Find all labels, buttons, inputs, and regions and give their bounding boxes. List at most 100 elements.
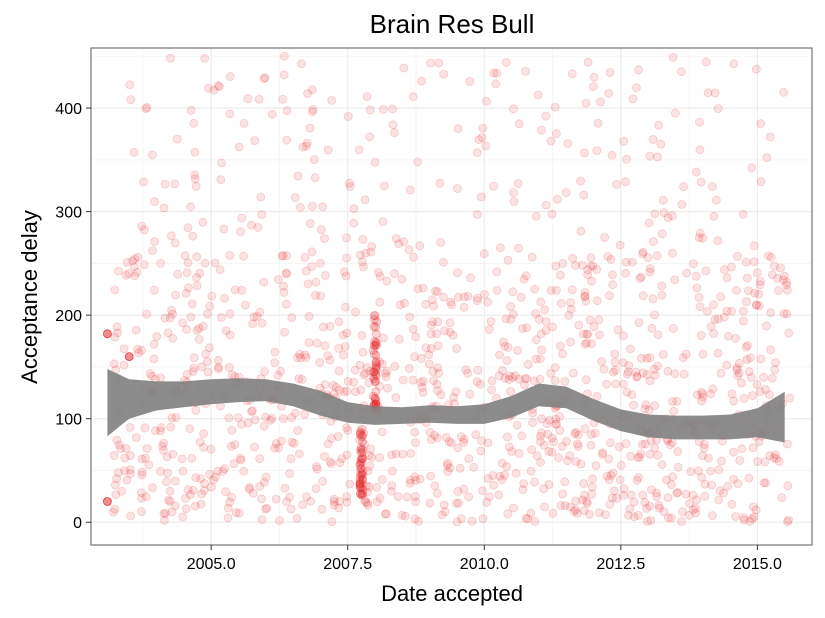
data-point [188,367,198,377]
data-point [335,458,345,468]
data-point [748,443,758,453]
data-point [371,358,381,368]
data-point [519,274,529,284]
data-point [602,471,612,481]
data-point [227,425,237,435]
data-point [668,323,678,333]
data-point [225,72,235,81]
data-point [722,273,732,283]
data-point [619,490,628,500]
data-point [312,338,322,348]
data-point [439,292,448,302]
data-point [536,436,545,446]
data-point [551,261,561,271]
data-point [509,309,518,319]
data-point [345,182,355,191]
data-point [362,481,371,491]
data-point [170,179,180,189]
data-point [686,467,696,477]
data-point [642,503,651,513]
data-point [355,360,365,370]
data-point [657,281,667,291]
data-point [237,419,247,429]
data-point [772,454,781,464]
data-point [614,442,624,452]
data-point [213,364,223,374]
data-point [191,181,201,191]
data-point [317,504,327,514]
data-point [139,177,148,187]
data-point [715,486,725,496]
data-point [280,483,290,493]
data-point [297,59,307,69]
data-point [637,272,646,282]
data-point [343,112,353,121]
data-point [558,259,568,268]
data-point [370,337,379,346]
data-point [531,354,541,364]
data-point [356,489,365,499]
data-point [267,109,277,119]
data-point [390,269,400,279]
data-point [451,498,461,508]
data-point [381,509,391,519]
data-point [159,203,169,213]
data-point [187,299,197,309]
data-point [358,470,367,480]
data-point [278,414,288,424]
data-point [556,341,565,351]
data-point [739,393,749,403]
data-point [508,287,518,297]
data-point [523,514,532,524]
data-point [231,508,241,517]
y-tick-label: 0 [73,515,82,532]
data-point [648,237,658,247]
data-point [300,252,310,262]
data-point [137,221,147,231]
data-point [694,292,704,302]
data-point [555,426,565,435]
data-point [498,366,507,375]
data-point [340,342,350,351]
data-point [472,377,482,387]
data-point [112,474,121,484]
data-point [359,428,369,438]
data-point [124,352,134,362]
data-point [217,158,227,168]
data-point [739,515,749,525]
data-point [644,405,654,415]
data-point [703,88,713,98]
data-point [248,488,258,498]
data-point [744,286,753,296]
data-point [323,351,333,361]
data-point [532,451,542,461]
data-point [159,509,169,519]
data-point [615,475,625,485]
data-point [402,492,412,502]
data-point [306,496,316,506]
data-point [443,467,453,477]
data-point [132,344,142,354]
data-point [436,238,446,247]
data-point [189,363,199,373]
data-point [585,509,594,519]
data-point [279,51,289,61]
data-point [428,317,438,327]
data-point [183,485,193,495]
data-point [593,118,603,128]
data-point [658,350,668,359]
data-point [371,363,381,373]
data-point [612,493,621,503]
data-point [218,466,228,476]
data-point [541,317,551,326]
data-point [722,360,732,370]
data-point [632,475,642,485]
data-point [370,394,380,403]
data-point [281,299,291,309]
data-point [131,433,141,443]
data-point [397,274,407,284]
data-point [747,163,757,173]
data-point [567,69,577,79]
data-point [709,329,718,339]
data-point [494,490,504,500]
